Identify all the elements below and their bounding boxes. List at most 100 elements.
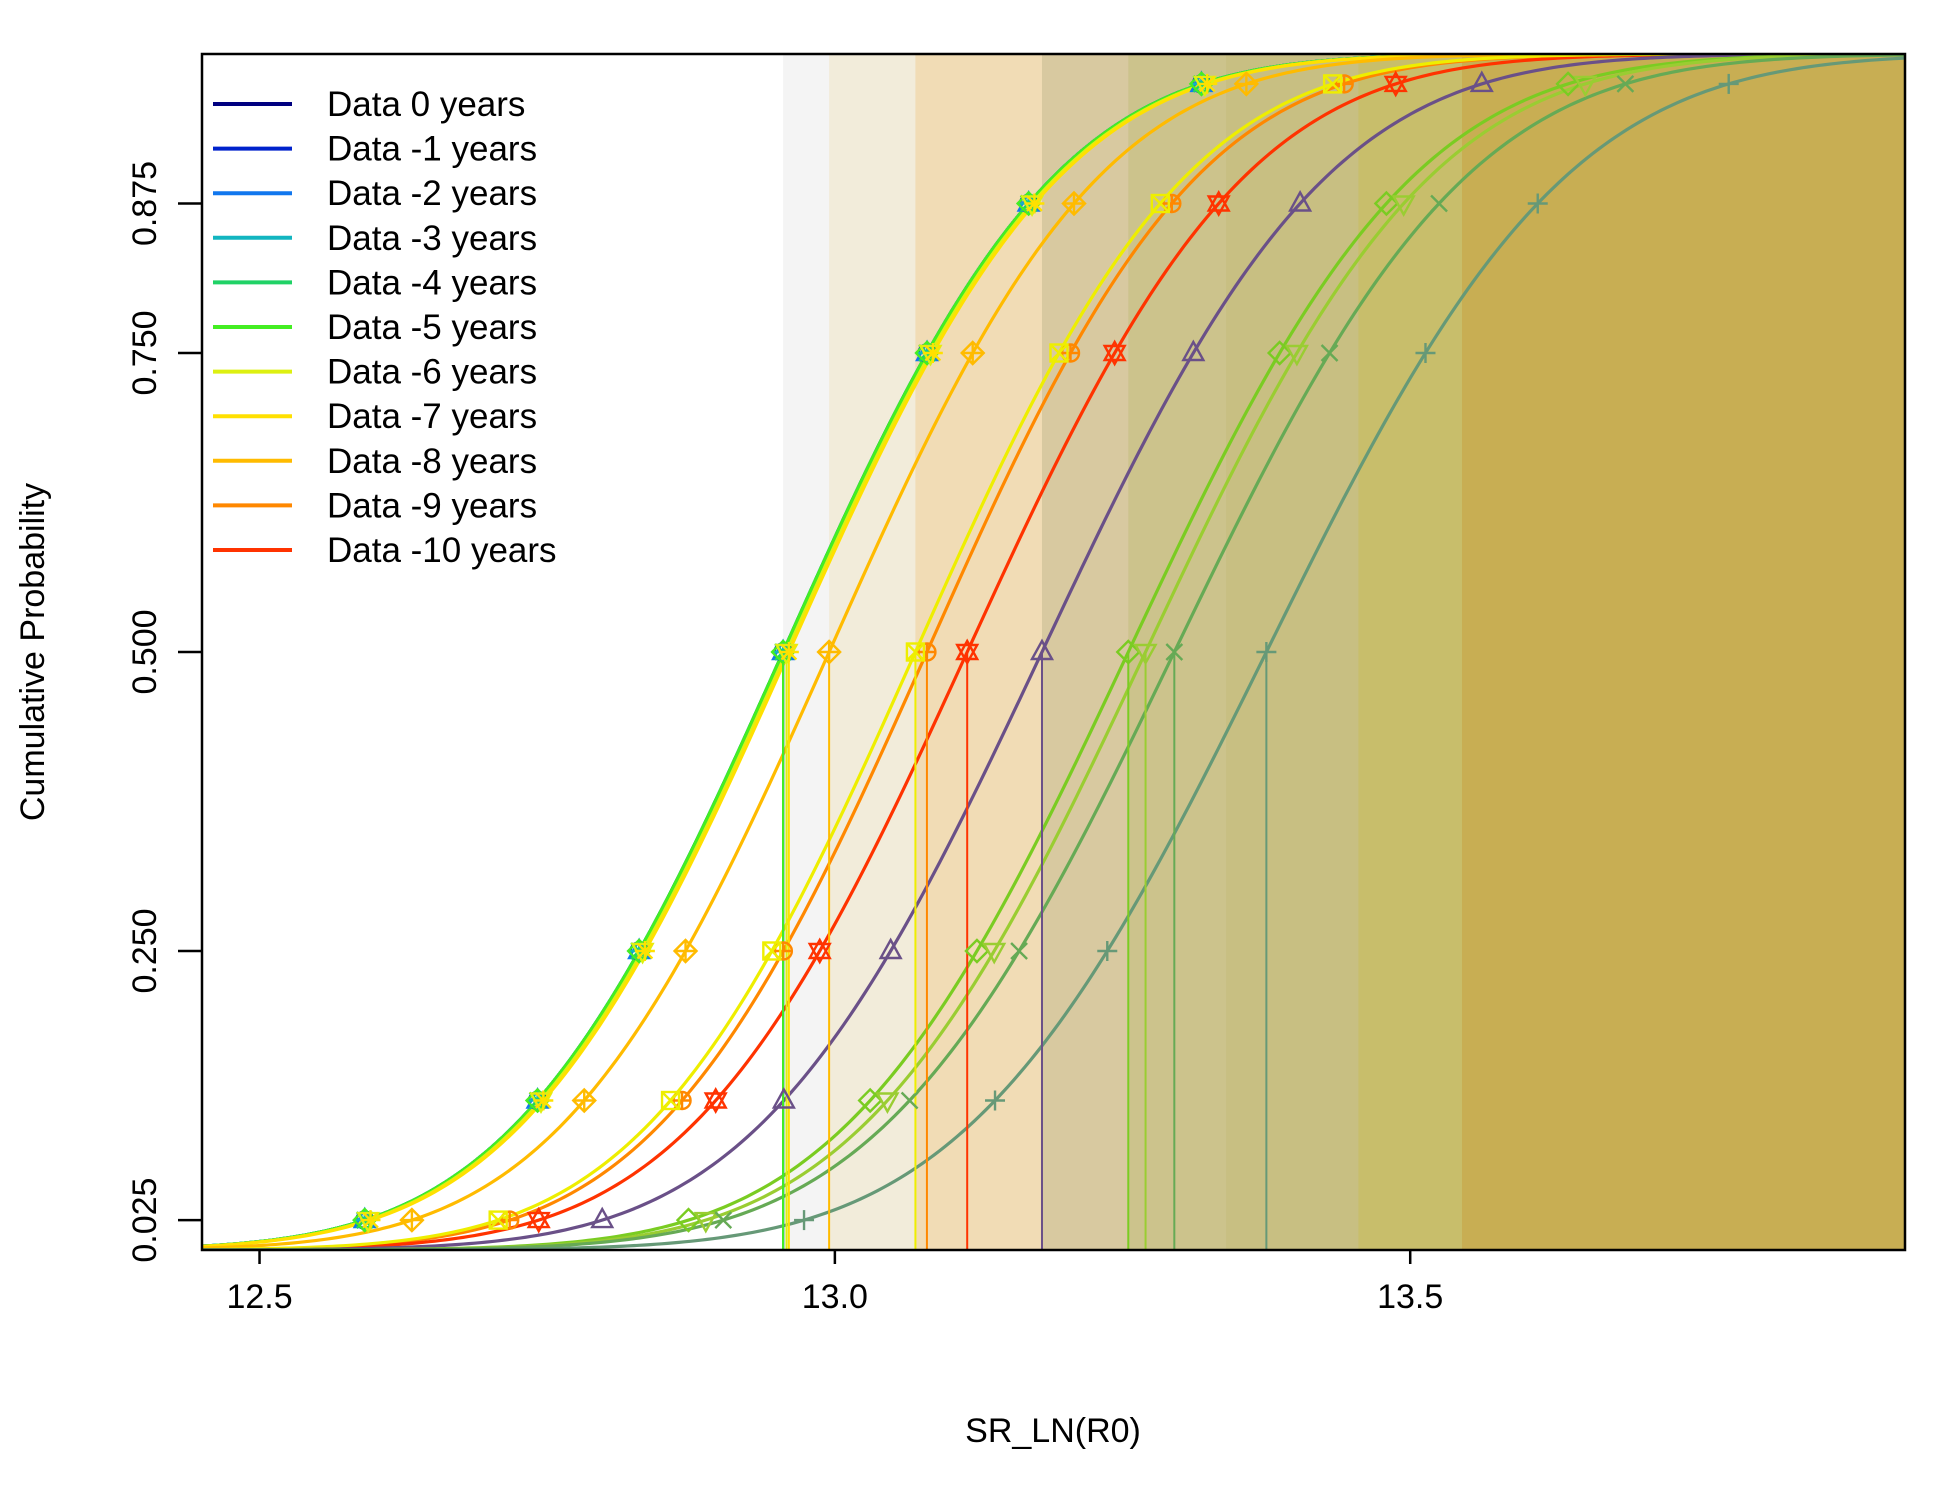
data-point-marker — [352, 1207, 378, 1233]
data-point-marker — [955, 638, 980, 666]
data-point-marker — [1097, 941, 1118, 961]
probability-band — [1461, 54, 1905, 1250]
x-tick-label: 13.5 — [1377, 1278, 1443, 1316]
legend-label: Data -7 years — [327, 397, 537, 436]
legend-label: Data -5 years — [327, 308, 537, 347]
data-point-marker — [693, 1211, 718, 1234]
data-point-marker — [1320, 344, 1339, 362]
data-point-marker — [1010, 942, 1028, 960]
y-tick-label: 0.875 — [126, 161, 164, 246]
data-point-marker — [914, 340, 940, 366]
data-point-marker — [1233, 71, 1260, 97]
data-point-marker — [905, 642, 926, 662]
data-point-marker — [1188, 71, 1215, 97]
data-point-marker — [878, 937, 903, 960]
data-point-marker — [660, 1090, 681, 1111]
data-point-marker — [875, 1092, 900, 1114]
data-point-marker — [1415, 343, 1436, 363]
data-point-marker — [524, 1087, 551, 1114]
data-point-marker — [816, 639, 842, 665]
data-point-marker — [1181, 339, 1206, 362]
data-point-marker — [1150, 193, 1170, 214]
x-axis: 12.5 13.0 13.5 — [226, 1250, 1443, 1316]
data-point-marker — [770, 639, 796, 665]
data-point-marker — [985, 1090, 1006, 1111]
y-tick-label: 0.500 — [126, 609, 164, 694]
data-point-marker — [571, 1087, 597, 1114]
data-point-marker — [1616, 75, 1635, 93]
data-point-marker — [1197, 73, 1218, 94]
data-point-marker — [1061, 190, 1087, 217]
x-tick-label: 12.5 — [226, 1278, 292, 1316]
data-point-marker — [1288, 190, 1313, 212]
data-point-marker — [1049, 343, 1069, 363]
y-tick-label: 0.250 — [126, 908, 164, 993]
data-point-marker — [1527, 193, 1548, 214]
data-point-marker — [773, 941, 794, 961]
data-point-marker — [917, 642, 937, 662]
x-axis-title: SR_LN(R0) — [965, 1412, 1141, 1450]
data-point-marker — [634, 941, 655, 961]
legend-label: Data -2 years — [327, 174, 537, 213]
legend-label: Data -6 years — [327, 353, 537, 392]
data-point-marker — [1383, 70, 1408, 98]
legend-label: Data -1 years — [327, 130, 537, 169]
data-point-marker — [626, 938, 652, 964]
cdf-curve — [202, 54, 1905, 1250]
data-point-marker — [672, 938, 699, 964]
data-point-marker — [675, 1207, 702, 1233]
data-point-marker — [1133, 643, 1158, 666]
data-point-marker — [1165, 643, 1184, 661]
data-point-marker — [1115, 639, 1141, 665]
data-point-marker — [857, 1087, 883, 1114]
legend-label: Data -10 years — [327, 531, 557, 570]
data-point-marker — [1162, 193, 1182, 214]
data-point-marker — [499, 1210, 520, 1230]
data-point-marker — [1718, 73, 1739, 94]
data-point-marker — [399, 1207, 425, 1233]
data-point-marker — [762, 941, 782, 961]
data-point-marker — [1430, 194, 1448, 213]
data-point-marker — [1391, 195, 1416, 217]
y-tick-label: 0.025 — [126, 1178, 164, 1263]
data-point-marker — [1266, 340, 1293, 366]
y-axis-title: Cumulative Probability — [14, 483, 52, 821]
data-point-marker — [703, 1087, 728, 1114]
data-point-marker — [778, 642, 799, 662]
data-point-marker — [1284, 344, 1309, 367]
data-point-marker — [1206, 190, 1231, 217]
data-point-marker — [964, 938, 990, 964]
x-tick-label: 13.0 — [802, 1278, 868, 1316]
legend-label: Data -9 years — [327, 486, 537, 525]
data-point-marker — [1555, 71, 1581, 97]
data-point-marker — [533, 1090, 554, 1111]
data-point-marker — [922, 343, 943, 363]
data-point-marker — [1573, 75, 1598, 98]
data-point-marker — [1029, 638, 1055, 661]
legend-label: Data -4 years — [327, 263, 537, 302]
data-point-marker — [526, 1206, 551, 1234]
data-point-marker — [488, 1210, 508, 1230]
data-point-marker — [982, 942, 1007, 965]
data-point-marker — [1469, 70, 1494, 93]
data-point-marker — [960, 340, 986, 366]
y-tick-label: 0.750 — [126, 310, 164, 395]
data-point-marker — [590, 1206, 615, 1229]
y-axis: 0.025 0.250 0.500 0.750 0.875 — [126, 161, 202, 1263]
data-point-marker — [672, 1090, 692, 1111]
data-point-marker — [771, 1087, 796, 1109]
legend-label: Data -8 years — [327, 442, 537, 481]
data-point-marker — [900, 1091, 919, 1110]
data-point-marker — [794, 1210, 815, 1231]
data-point-marker — [360, 1210, 381, 1231]
data-point-marker — [1015, 190, 1042, 217]
data-point-marker — [1322, 74, 1343, 94]
legend-label: Data -3 years — [327, 219, 537, 258]
data-point-marker — [1256, 642, 1277, 662]
data-point-marker — [1060, 343, 1081, 363]
data-point-marker — [1102, 339, 1127, 367]
legend: Data 0 years Data -1 years Data -2 years Da… — [213, 85, 557, 570]
data-point-marker — [1024, 193, 1045, 214]
